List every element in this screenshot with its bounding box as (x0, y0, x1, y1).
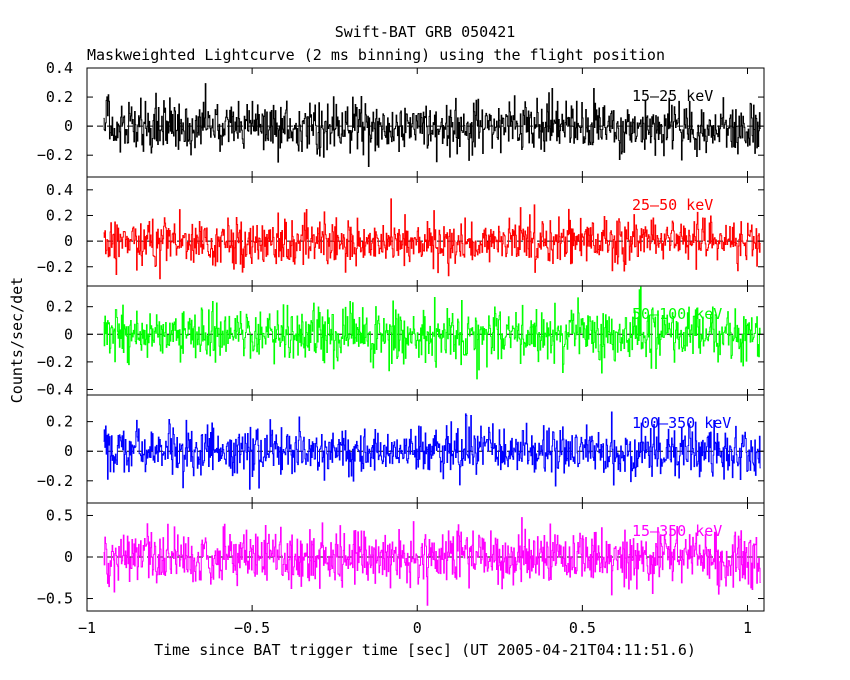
y-tick-label: 0.2 (46, 206, 73, 224)
x-tick-label: −0.5 (234, 619, 270, 637)
y-tick-label: −0.2 (37, 146, 73, 164)
panel-frame (86, 176, 765, 287)
band-label: 25–50 keV (632, 196, 713, 214)
panel-1: −0.2 0 0.2 0.4 15–25 keV (37, 59, 765, 178)
panel-stack: −0.2 0 0.2 0.4 15–25 keV −0.2 0 0.2 0.4 25–50 keV… (37, 59, 765, 612)
lightcurve-series (103, 198, 761, 280)
y-axis-label: Counts/sec/det (8, 277, 26, 403)
chart-subtitle: Maskweighted Lightcurve (2 ms binning) u… (87, 46, 665, 64)
x-tick-label: 0 (413, 619, 422, 637)
y-tick-label: −0.2 (37, 472, 73, 490)
y-tick-label: 0 (64, 548, 73, 566)
y-tick-label: 0.2 (46, 88, 73, 106)
y-tick-label: 0.4 (46, 59, 73, 77)
x-tick-label: −1 (78, 619, 96, 637)
x-tick-label: 0.5 (569, 619, 596, 637)
lightcurve-series (103, 517, 761, 606)
lightcurve-series (103, 286, 761, 380)
x-axis: −1 −0.5 0 0.5 1 (78, 619, 752, 637)
y-tick-label: 0.4 (46, 181, 73, 199)
x-tick-label: 1 (743, 619, 752, 637)
band-label: 100–350 keV (632, 414, 731, 432)
y-tick-label: 0 (64, 117, 73, 135)
y-tick-label: 0.2 (46, 413, 73, 431)
y-tick-label: 0.5 (46, 506, 73, 524)
y-tick-label: 0 (64, 325, 73, 343)
panel-3: −0.4 −0.2 0 0.2 50–100 keV (37, 285, 765, 398)
y-tick-label: 0.2 (46, 298, 73, 316)
y-tick-label: −0.2 (37, 258, 73, 276)
x-axis-label: Time since BAT trigger time [sec] (UT 20… (154, 641, 696, 659)
panel-4: −0.2 0 0.2 100–350 keV (37, 394, 765, 504)
y-tick-label: 0 (64, 442, 73, 460)
band-label: 50–100 keV (632, 305, 722, 323)
band-label: 15–350 keV (632, 522, 722, 540)
panel-2: −0.2 0 0.2 0.4 25–50 keV (37, 176, 765, 287)
lightcurve-series (103, 411, 761, 490)
band-label: 15–25 keV (632, 87, 713, 105)
y-tick-label: −0.5 (37, 590, 73, 608)
lightcurve-series (103, 83, 761, 167)
y-tick-label: 0 (64, 232, 73, 250)
chart-title: Swift-BAT GRB 050421 (335, 23, 516, 41)
y-tick-label: −0.2 (37, 353, 73, 371)
y-tick-label: −0.4 (37, 380, 73, 398)
panel-5: −0.5 0 0.5 15–350 keV (37, 502, 765, 612)
